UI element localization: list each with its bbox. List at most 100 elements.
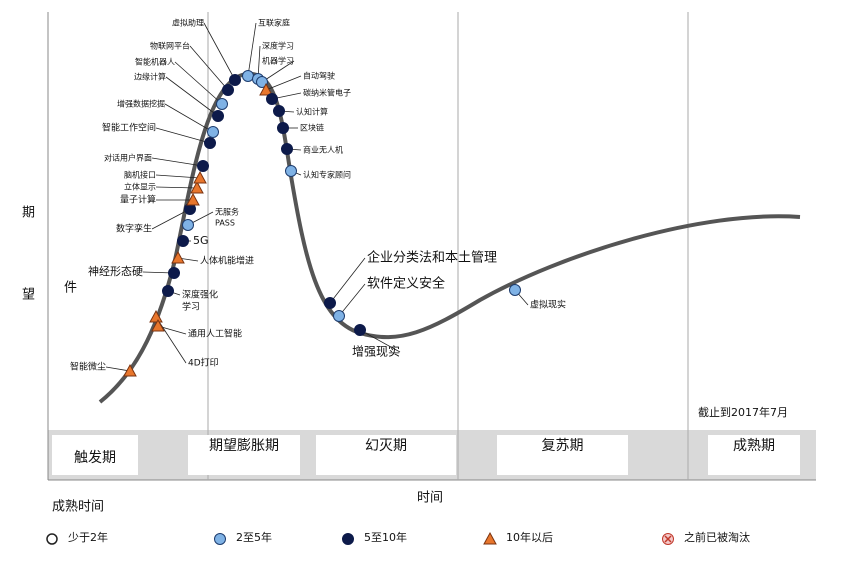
technology-label: 碳纳米管电子 [303, 88, 351, 98]
phase-label: 触发期 [74, 450, 116, 466]
technology-label: 脑机接口 [124, 170, 156, 180]
phase-box [316, 435, 456, 475]
technology: 企业分类法和本土管理 [324, 250, 497, 309]
marker [186, 192, 200, 206]
technology: 通用人工智能 [151, 318, 242, 340]
marker [214, 533, 226, 545]
legend-label: 之前已被淘汰 [684, 530, 750, 544]
technology-label: 边缘计算 [134, 72, 166, 82]
leader-line [155, 127, 211, 144]
stray-text: 件 [64, 281, 77, 296]
technology: 区块链 [277, 122, 324, 134]
marker [354, 324, 366, 336]
technology-label: 增强数据挖掘 [117, 99, 165, 109]
leader-line [151, 208, 191, 230]
marker [277, 122, 289, 134]
technology: 虚拟现实 [509, 284, 566, 311]
leader-line [189, 45, 229, 91]
marker [222, 84, 234, 96]
technology-label: 无服务 [215, 207, 239, 217]
marker [259, 82, 273, 96]
technology-label: 人体机能增进 [200, 255, 254, 267]
legend-label: 2至5年 [236, 530, 272, 544]
phase-box [708, 435, 800, 475]
marker [281, 143, 293, 155]
technology: 数字孪生 [116, 203, 196, 235]
leader-line [157, 325, 187, 335]
technology-label: 量子计算 [120, 194, 156, 206]
phase-label: 期望膨胀期 [209, 437, 279, 454]
leader-line [359, 329, 401, 353]
leader-line [155, 174, 201, 179]
marker [273, 105, 285, 117]
technology-label: 4D打印 [188, 357, 219, 369]
technology-label: 增强现实 [352, 344, 400, 359]
y-label: 望 [22, 287, 35, 303]
technology: 5G [177, 234, 209, 247]
marker [324, 297, 336, 309]
marker [207, 126, 219, 138]
marker [509, 284, 521, 296]
technology-label: 商业无人机 [303, 145, 343, 155]
leader-line [155, 186, 198, 189]
maturity-label: 成熟时间 [52, 499, 104, 515]
marker-cross [664, 535, 672, 543]
technology: 增强数据挖掘 [117, 99, 219, 138]
marker [193, 170, 207, 184]
legend-label: 10年以后 [506, 530, 553, 544]
date-note: 截止到2017年7月 [698, 405, 788, 419]
leader-line [165, 76, 219, 117]
technology-label: 数字孪生 [116, 223, 152, 235]
marker [333, 310, 345, 322]
technology: 边缘计算 [134, 72, 224, 122]
technology-label: 认知专家顾问 [303, 170, 351, 180]
marker [285, 165, 297, 177]
marker [177, 235, 189, 247]
technology-label: 智能工作空间 [102, 122, 156, 134]
leader-line [105, 366, 131, 372]
marker [662, 533, 674, 545]
technology: 人体机能增进 [171, 250, 254, 267]
leader-line [265, 75, 302, 91]
technology-label: 智能微尘 [70, 361, 106, 373]
technology-label: 物联网平台 [150, 41, 190, 51]
technology-label: 立体显示 [124, 182, 156, 192]
leader-line [151, 157, 204, 167]
technology: 互联家庭 [242, 18, 290, 82]
marker [171, 250, 185, 264]
legend-label: 少于2年 [68, 530, 108, 544]
technology-label: 对话用户界面 [104, 153, 152, 163]
technology: 自动驾驶 [259, 71, 335, 96]
marker [216, 98, 228, 110]
phase-label: 幻灭期 [365, 438, 407, 454]
technology: 虚拟助理 [172, 18, 241, 86]
marker [190, 180, 204, 194]
legend-label: 5至10年 [364, 530, 407, 544]
marker [162, 285, 174, 297]
technology: 认知计算 [273, 105, 328, 117]
technology-label: 智能机器人 [135, 57, 175, 67]
leader-line [203, 22, 236, 81]
technology-label: 认知计算 [296, 107, 328, 117]
phase-box [188, 435, 300, 475]
technology-label: 5G [193, 234, 209, 247]
marker [46, 533, 58, 545]
phase-label: 成熟期 [733, 438, 775, 454]
marker [342, 533, 354, 545]
marker [149, 309, 163, 323]
technology: 脑机接口 [124, 170, 207, 184]
phase-box [52, 435, 138, 475]
leader-line [247, 22, 257, 77]
technology-label: PASS [215, 219, 235, 228]
technology: 商业无人机 [281, 143, 343, 155]
technology-label: 区块链 [300, 123, 324, 133]
marker [168, 267, 180, 279]
technology-label: 深度强化 [182, 289, 218, 301]
technology-label: 学习 [182, 301, 200, 313]
leader-line [174, 61, 223, 105]
technology-label: 通用人工智能 [188, 328, 242, 340]
marker [256, 76, 268, 88]
marker [182, 219, 194, 231]
